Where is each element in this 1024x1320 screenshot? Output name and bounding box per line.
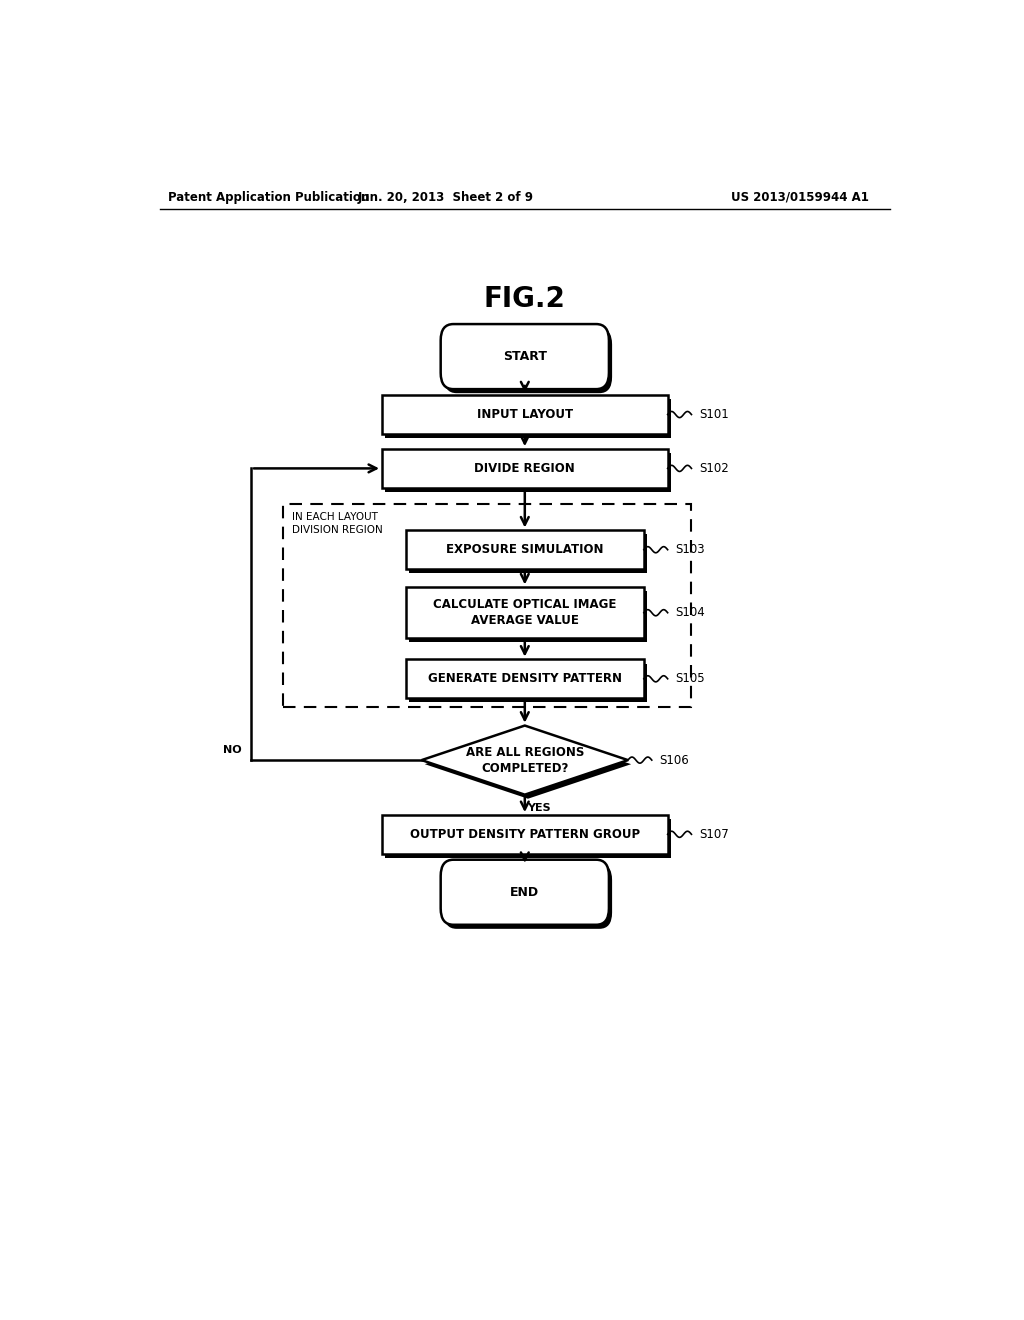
FancyBboxPatch shape <box>440 325 609 389</box>
Text: S102: S102 <box>699 462 729 475</box>
Text: S104: S104 <box>676 606 706 619</box>
Text: S103: S103 <box>676 544 706 556</box>
Text: ARE ALL REGIONS
COMPLETED?: ARE ALL REGIONS COMPLETED? <box>466 746 584 775</box>
Text: S107: S107 <box>699 828 729 841</box>
FancyBboxPatch shape <box>406 531 644 569</box>
Text: FIG.2: FIG.2 <box>484 285 565 313</box>
Text: NO: NO <box>223 744 242 755</box>
Text: DIVIDE REGION: DIVIDE REGION <box>474 462 575 475</box>
Polygon shape <box>422 726 628 795</box>
Text: S101: S101 <box>699 408 729 421</box>
Text: OUTPUT DENSITY PATTERN GROUP: OUTPUT DENSITY PATTERN GROUP <box>410 828 640 841</box>
FancyBboxPatch shape <box>406 587 644 638</box>
FancyBboxPatch shape <box>409 535 647 573</box>
FancyBboxPatch shape <box>382 449 668 487</box>
FancyBboxPatch shape <box>409 664 647 702</box>
FancyBboxPatch shape <box>443 329 612 393</box>
Polygon shape <box>425 730 631 799</box>
Text: YES: YES <box>527 803 551 813</box>
Text: EXPOSURE SIMULATION: EXPOSURE SIMULATION <box>446 544 603 556</box>
Text: S105: S105 <box>676 672 706 685</box>
Text: CALCULATE OPTICAL IMAGE
AVERAGE VALUE: CALCULATE OPTICAL IMAGE AVERAGE VALUE <box>433 598 616 627</box>
FancyBboxPatch shape <box>385 399 671 438</box>
Text: INPUT LAYOUT: INPUT LAYOUT <box>477 408 572 421</box>
FancyBboxPatch shape <box>382 395 668 434</box>
Text: END: END <box>510 886 540 899</box>
Text: Jun. 20, 2013  Sheet 2 of 9: Jun. 20, 2013 Sheet 2 of 9 <box>357 190 534 203</box>
Text: START: START <box>503 350 547 363</box>
Text: IN EACH LAYOUT
DIVISION REGION: IN EACH LAYOUT DIVISION REGION <box>292 512 383 535</box>
FancyBboxPatch shape <box>385 453 671 492</box>
FancyBboxPatch shape <box>443 863 612 929</box>
FancyBboxPatch shape <box>406 660 644 698</box>
FancyBboxPatch shape <box>385 818 671 858</box>
FancyBboxPatch shape <box>440 859 609 925</box>
FancyBboxPatch shape <box>382 814 668 854</box>
Text: S106: S106 <box>659 754 689 767</box>
Text: GENERATE DENSITY PATTERN: GENERATE DENSITY PATTERN <box>428 672 622 685</box>
FancyBboxPatch shape <box>409 591 647 643</box>
Text: US 2013/0159944 A1: US 2013/0159944 A1 <box>731 190 869 203</box>
Text: Patent Application Publication: Patent Application Publication <box>168 190 369 203</box>
